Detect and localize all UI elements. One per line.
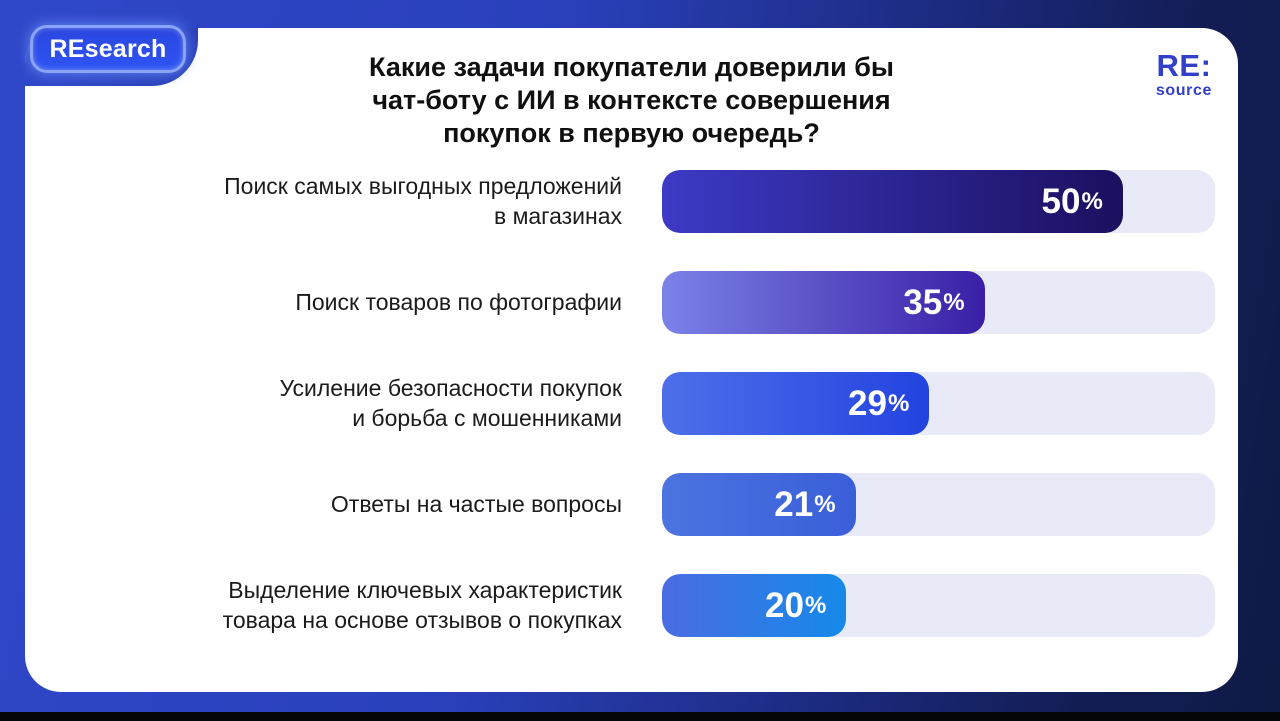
bar-value: 35 (903, 282, 943, 322)
bar-fill: 35% (662, 271, 985, 334)
brand-pill-badge: REsearch (30, 25, 186, 73)
bar-row: Выделение ключевых характеристик товара … (60, 574, 1215, 637)
bar-value-unit: % (814, 490, 836, 518)
bar-label: Ответы на частые вопросы (330, 490, 622, 517)
brand-pill-label: REsearch (49, 34, 167, 63)
bar-value: 50 (1041, 181, 1081, 221)
bar-value-unit: % (804, 591, 827, 619)
bar-value: 21 (774, 484, 814, 524)
bar-label: Усиление безопасности покупок и борьба с… (279, 375, 622, 431)
bar-row: Ответы на частые вопросы 21% (60, 473, 1215, 536)
bar-row: Поиск самых выгодных предложений в магаз… (60, 170, 1215, 233)
resource-logo: RE: source (1156, 50, 1212, 99)
chart-title: Какие задачи покупатели доверили бы чат-… (369, 52, 894, 148)
bar-label: Поиск самых выгодных предложений в магаз… (224, 173, 622, 229)
bar-value-unit: % (887, 389, 910, 417)
bar-value-unit: % (943, 288, 965, 316)
bar-value-unit: % (1081, 187, 1103, 215)
bar-label: Поиск товаров по фотографии (295, 288, 622, 315)
bar-row: Поиск товаров по фотографии 35% (60, 271, 1215, 334)
bar-fill: 29% (662, 372, 930, 435)
logo-secondary-text: source (1155, 82, 1212, 99)
bar-value: 29 (848, 383, 887, 423)
bar-track: 35% (662, 271, 1215, 334)
bar-row: Усиление безопасности покупок и борьба с… (60, 372, 1215, 435)
bar-rows: Поиск самых выгодных предложений в магаз… (60, 170, 1215, 675)
bar-track: 29% (662, 372, 1215, 435)
bar-fill: 20% (662, 574, 847, 637)
logo-primary-text: RE: (1156, 48, 1212, 83)
bar-fill: 50% (662, 170, 1123, 233)
bar-fill: 21% (662, 473, 856, 536)
bottom-black-strip (0, 712, 1280, 721)
bar-track: 20% (662, 574, 1215, 637)
bar-track: 21% (662, 473, 1215, 536)
bar-value: 20 (765, 585, 804, 625)
bar-track: 50% (662, 170, 1215, 233)
chart-card: REsearch RE: source Какие задачи покупат… (25, 25, 1238, 692)
bar-label: Выделение ключевых характеристик товара … (222, 577, 622, 633)
